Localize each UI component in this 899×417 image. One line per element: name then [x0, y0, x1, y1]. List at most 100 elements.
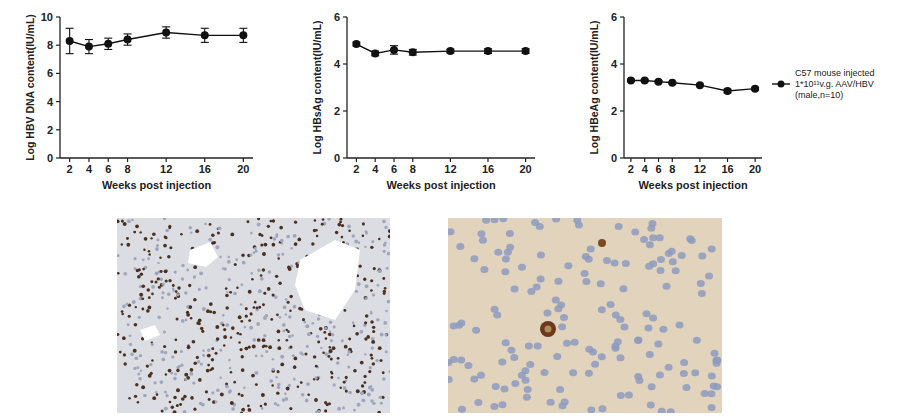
- nucleus: [287, 301, 290, 304]
- x-tick: [644, 158, 645, 162]
- nucleus: [284, 393, 287, 396]
- nucleus: [380, 333, 384, 337]
- nucleus: [161, 296, 164, 299]
- nucleus: [657, 256, 665, 263]
- y-tick: [620, 110, 624, 111]
- nucleus: [669, 258, 677, 265]
- legend-marker: [778, 81, 785, 88]
- nucleus: [252, 345, 256, 349]
- y-tick-label: 6: [47, 67, 53, 79]
- panel: 02468102468121620Weeks post injectionLog…: [24, 11, 253, 191]
- point: [641, 76, 649, 84]
- nucleus: [209, 310, 212, 313]
- nucleus: [552, 296, 560, 303]
- y-tick: [56, 157, 60, 158]
- nucleus: [456, 243, 464, 250]
- nucleus: [117, 272, 120, 275]
- nucleus: [134, 356, 138, 360]
- nucleus: [181, 264, 184, 267]
- nucleus: [305, 399, 309, 403]
- x-tick-label: 20: [519, 163, 531, 175]
- error-cap: [85, 53, 93, 54]
- nucleus: [141, 308, 144, 311]
- nucleus: [207, 354, 211, 358]
- point: [446, 47, 454, 55]
- nucleus: [384, 287, 387, 290]
- nucleus: [365, 284, 369, 288]
- y-axis-title: Log HBsAg content(IU/mL): [311, 20, 323, 154]
- nucleus: [278, 339, 280, 341]
- nucleus: [123, 222, 127, 226]
- nucleus: [198, 318, 202, 322]
- nucleus: [330, 339, 333, 342]
- nucleus: [371, 346, 374, 349]
- x-axis-title: Weeks post injection: [386, 179, 495, 191]
- nucleus: [300, 381, 303, 384]
- nucleus: [211, 391, 214, 394]
- nucleus: [153, 381, 156, 384]
- nucleus: [306, 382, 310, 386]
- y-tick: [56, 101, 60, 102]
- nucleus: [163, 345, 166, 348]
- x-tick-label: 6: [655, 163, 661, 175]
- nucleus: [345, 376, 348, 379]
- nucleus: [341, 236, 344, 239]
- nucleus: [263, 334, 267, 338]
- nucleus: [634, 337, 642, 344]
- nucleus: [133, 349, 137, 353]
- nucleus: [123, 353, 126, 356]
- point: [390, 46, 398, 54]
- nucleus: [597, 280, 605, 287]
- nucleus: [166, 394, 169, 397]
- nucleus: [705, 273, 713, 280]
- point: [522, 47, 530, 55]
- nucleus: [253, 251, 256, 254]
- nucleus: [122, 305, 126, 309]
- nucleus: [160, 350, 164, 354]
- nucleus: [707, 390, 715, 397]
- nucleus: [288, 335, 292, 339]
- nucleus: [547, 399, 555, 406]
- nucleus: [480, 266, 488, 273]
- nucleus: [181, 397, 185, 401]
- nucleus: [151, 293, 154, 296]
- nucleus: [271, 384, 273, 386]
- nucleus: [360, 361, 364, 365]
- x-tick: [699, 158, 700, 162]
- nucleus: [498, 359, 506, 366]
- nucleus: [207, 349, 210, 352]
- nucleus: [188, 305, 192, 309]
- nucleus: [270, 236, 273, 239]
- nucleus: [230, 371, 233, 374]
- error-cap: [66, 28, 74, 29]
- nucleus: [554, 305, 562, 312]
- nucleus: [228, 390, 231, 393]
- nucleus: [174, 350, 177, 353]
- nucleus: [248, 290, 252, 294]
- nucleus: [490, 403, 498, 410]
- nucleus: [372, 293, 375, 296]
- nucleus: [616, 316, 624, 323]
- error-bar: [104, 38, 112, 49]
- nucleus: [598, 405, 606, 412]
- nucleus: [159, 380, 163, 384]
- nucleus: [366, 335, 370, 339]
- nucleus: [693, 337, 701, 344]
- nucleus: [510, 354, 518, 361]
- nucleus: [142, 298, 145, 301]
- nucleus: [293, 305, 297, 309]
- nucleus: [345, 390, 348, 393]
- nucleus: [204, 223, 207, 226]
- histology-image: [116, 217, 392, 415]
- nucleus: [239, 348, 242, 351]
- nucleus: [171, 355, 174, 358]
- nucleus: [186, 311, 189, 314]
- nucleus: [643, 310, 651, 317]
- nucleus: [168, 225, 171, 228]
- nucleus: [121, 310, 124, 313]
- nucleus: [644, 325, 652, 332]
- nucleus: [268, 270, 271, 273]
- nucleus: [218, 226, 222, 230]
- nucleus: [164, 351, 168, 355]
- nucleus: [365, 297, 368, 300]
